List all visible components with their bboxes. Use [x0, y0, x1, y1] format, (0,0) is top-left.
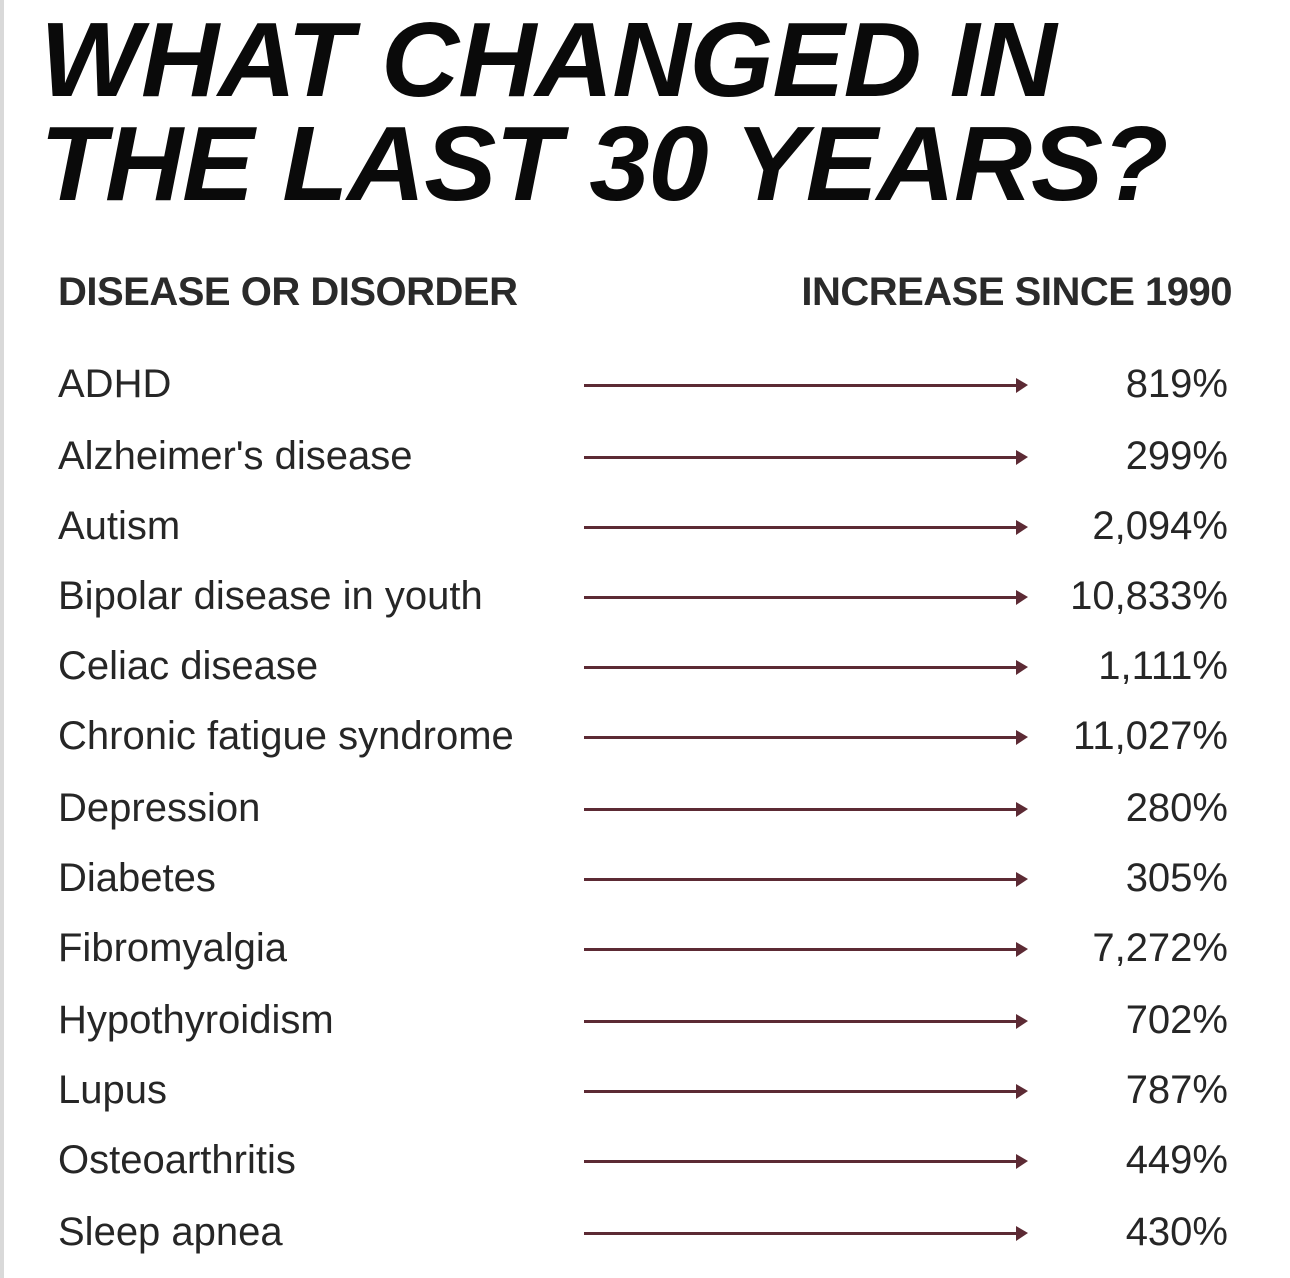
disease-label: Chronic fatigue syndrome [58, 714, 514, 758]
increase-value: 449% [1125, 1138, 1228, 1182]
arrow-icon [584, 942, 1028, 957]
increase-value: 702% [1125, 998, 1228, 1042]
table-row: Celiac disease 1,111% [0, 636, 1290, 706]
table-row: Bipolar disease in youth 10,833% [0, 566, 1290, 636]
disease-label: Celiac disease [58, 644, 319, 688]
arrow-icon [584, 660, 1028, 675]
table-row: Diabetes 305% [0, 848, 1290, 918]
disease-label: Diabetes [58, 856, 216, 900]
arrow-icon [584, 1154, 1028, 1169]
arrow-icon [584, 802, 1028, 817]
table-row: Lupus 787% [0, 1060, 1290, 1130]
disease-label: Depression [58, 786, 261, 830]
disease-label: Hypothyroidism [58, 998, 334, 1042]
increase-value: 1,111% [1098, 644, 1228, 688]
frame-edge [0, 0, 4, 1278]
table-row: Autism 2,094% [0, 496, 1290, 566]
disease-label: Lupus [58, 1068, 167, 1112]
disease-label: Osteoarthritis [58, 1138, 296, 1182]
increase-value: 305% [1125, 856, 1228, 900]
increase-value: 280% [1125, 786, 1228, 830]
column-header-disease: DISEASE OR DISORDER [58, 270, 518, 314]
increase-value: 819% [1125, 362, 1228, 406]
arrow-icon [584, 378, 1028, 393]
arrow-icon [584, 520, 1028, 535]
page-title: WHAT CHANGED IN THE LAST 30 YEARS? [40, 1, 1168, 223]
disease-label: Fibromyalgia [58, 926, 287, 970]
arrow-icon [584, 1226, 1028, 1241]
increase-value: 7,272% [1092, 926, 1228, 970]
disease-label: Autism [58, 504, 181, 548]
table-row: Osteoarthritis 449% [0, 1130, 1290, 1200]
table-row: Chronic fatigue syndrome 11,027% [0, 706, 1290, 776]
increase-value: 299% [1125, 434, 1228, 478]
table-row: Hypothyroidism 702% [0, 990, 1290, 1060]
arrow-icon [584, 590, 1028, 605]
disease-label: ADHD [58, 362, 172, 406]
disease-label: Bipolar disease in youth [58, 574, 483, 618]
arrow-icon [584, 1014, 1028, 1029]
disease-label: Sleep apnea [58, 1210, 283, 1254]
arrow-icon [584, 450, 1028, 465]
title-line-1: WHAT CHANGED IN [40, 1, 1057, 119]
title-line-2: THE LAST 30 YEARS? [40, 105, 1168, 223]
table-row: Fibromyalgia 7,272% [0, 918, 1290, 988]
table-row: Depression 280% [0, 778, 1290, 848]
column-header-increase: INCREASE SINCE 1990 [801, 270, 1232, 314]
arrow-icon [584, 872, 1028, 887]
disease-label: Alzheimer's disease [58, 434, 413, 478]
arrow-icon [584, 730, 1028, 745]
table-row: ADHD 819% [0, 354, 1290, 424]
table-row: Sleep apnea 430% [0, 1202, 1290, 1272]
increase-value: 11,027% [1073, 714, 1228, 758]
increase-value: 10,833% [1070, 574, 1228, 618]
increase-value: 2,094% [1092, 504, 1228, 548]
arrow-icon [584, 1084, 1028, 1099]
table-row: Alzheimer's disease 299% [0, 426, 1290, 496]
increase-value: 430% [1125, 1210, 1228, 1254]
increase-value: 787% [1125, 1068, 1228, 1112]
